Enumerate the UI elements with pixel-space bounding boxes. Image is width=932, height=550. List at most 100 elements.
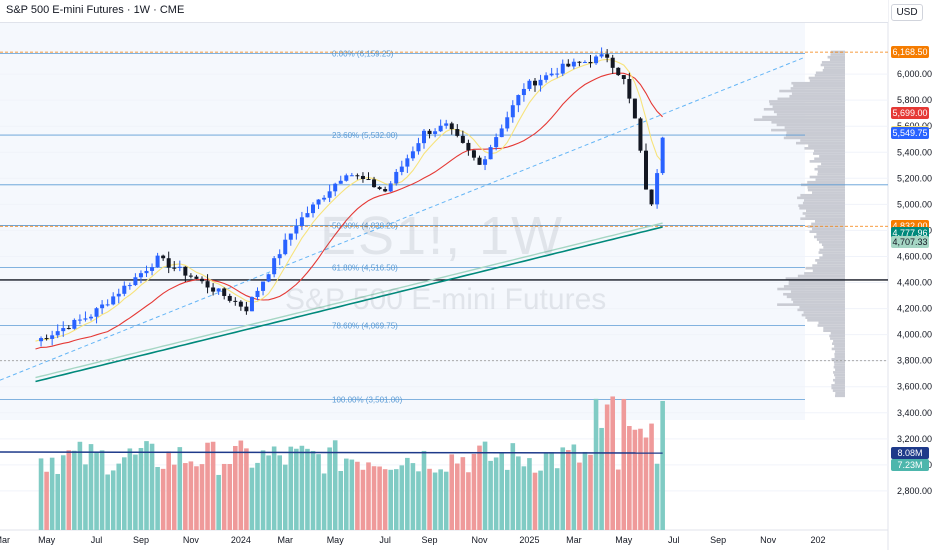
candle-body [632, 98, 637, 119]
candle-body [555, 73, 560, 75]
profile-bar [791, 92, 845, 95]
fib-label: 0.00% (6,159.25) [332, 49, 394, 58]
profile-bar [833, 360, 845, 364]
profile-bar [813, 235, 845, 239]
candle-body [94, 308, 99, 317]
volume-bar [77, 441, 83, 530]
volume-bars [38, 396, 665, 530]
candle-body [338, 180, 343, 184]
ma-long-light [35, 222, 663, 379]
candle-body [155, 255, 160, 268]
volume-bar [344, 458, 349, 530]
profile-bar [830, 332, 845, 335]
volume-bar [166, 451, 171, 530]
candle-body [266, 274, 271, 282]
profile-bar [803, 199, 845, 202]
volume-bar [310, 450, 316, 530]
profile-bar [820, 63, 845, 67]
candle-body [366, 179, 371, 181]
candle-body [133, 277, 138, 286]
candle-body [416, 143, 421, 152]
candle-body [183, 266, 188, 276]
candle-body [255, 290, 260, 298]
volume-bar [438, 469, 443, 530]
candle-body [455, 129, 460, 136]
volume-bar [421, 450, 427, 530]
profile-bar [829, 58, 845, 62]
volume-bar [371, 466, 377, 530]
profile-bar [830, 53, 845, 56]
volume-bar [604, 404, 610, 530]
profile-bar [817, 261, 845, 265]
candle-body [272, 258, 277, 275]
time-tick-label: Mar [278, 535, 294, 545]
profile-bar [812, 264, 845, 267]
volume-bar [593, 398, 599, 530]
candle-body [205, 281, 210, 288]
fib-label: 23.60% (5,532.00) [332, 131, 398, 140]
candle-body [399, 166, 404, 172]
profile-bar [809, 160, 845, 163]
time-tick-label: May [615, 535, 633, 545]
volume-bar [155, 466, 160, 530]
candle-body [577, 61, 582, 63]
profile-bar [807, 186, 845, 189]
profile-bar [802, 212, 845, 215]
volume-bar [127, 448, 133, 530]
profile-bar [833, 378, 845, 382]
profile-bar [818, 321, 845, 325]
volume-bar [599, 427, 604, 530]
volume-bar [233, 445, 238, 530]
profile-bar [815, 259, 845, 262]
candle-body [644, 150, 648, 190]
candle-body [483, 159, 488, 165]
candle-body [188, 275, 193, 277]
currency-button[interactable]: USD [891, 4, 923, 21]
profile-bar [832, 342, 845, 346]
time-tick-label: Sep [133, 535, 149, 545]
price-tag: 4,777.96 [891, 227, 929, 240]
profile-bar [819, 248, 845, 252]
time-tick-label: Mar [566, 535, 582, 545]
profile-bar [803, 311, 845, 314]
candle-body [438, 125, 443, 132]
volume-bar [577, 462, 582, 530]
price-tick-label: 4,000.00 [897, 330, 932, 340]
profile-bar [832, 389, 845, 392]
candle-body [305, 213, 310, 218]
profile-bar [829, 334, 845, 338]
candles [39, 47, 665, 347]
profile-bar [835, 391, 845, 395]
volume-bar [238, 440, 244, 530]
candle-body [288, 233, 293, 240]
candle-body [327, 191, 332, 198]
profile-bar [807, 180, 845, 184]
price-tick-label: 3,800.00 [897, 356, 932, 366]
price-tick-label: 2,800.00 [897, 486, 932, 496]
volume-bar [477, 445, 482, 530]
volume-bar [427, 468, 432, 530]
volume-bar [366, 462, 371, 530]
volume-bar [549, 452, 554, 530]
profile-bar [831, 358, 845, 361]
volume-bar [627, 426, 632, 530]
candle-body [200, 278, 204, 282]
volume-bar [582, 451, 588, 530]
volume-bar [504, 469, 510, 530]
candle-body [488, 147, 493, 160]
time-tick-label: Nov [760, 535, 777, 545]
profile-bar [788, 282, 845, 286]
volume-bar [638, 428, 643, 530]
time-tick-label: 2025 [519, 535, 539, 545]
profile-bar [776, 123, 845, 127]
candle-body [277, 254, 282, 259]
candle-body [194, 276, 199, 279]
candle-body [560, 63, 565, 74]
volume-bar [527, 458, 532, 530]
candle-body [211, 287, 216, 292]
candle-body [521, 88, 526, 96]
volume-bar [516, 456, 521, 530]
volume-bar [432, 472, 438, 530]
candle-body [505, 117, 510, 129]
